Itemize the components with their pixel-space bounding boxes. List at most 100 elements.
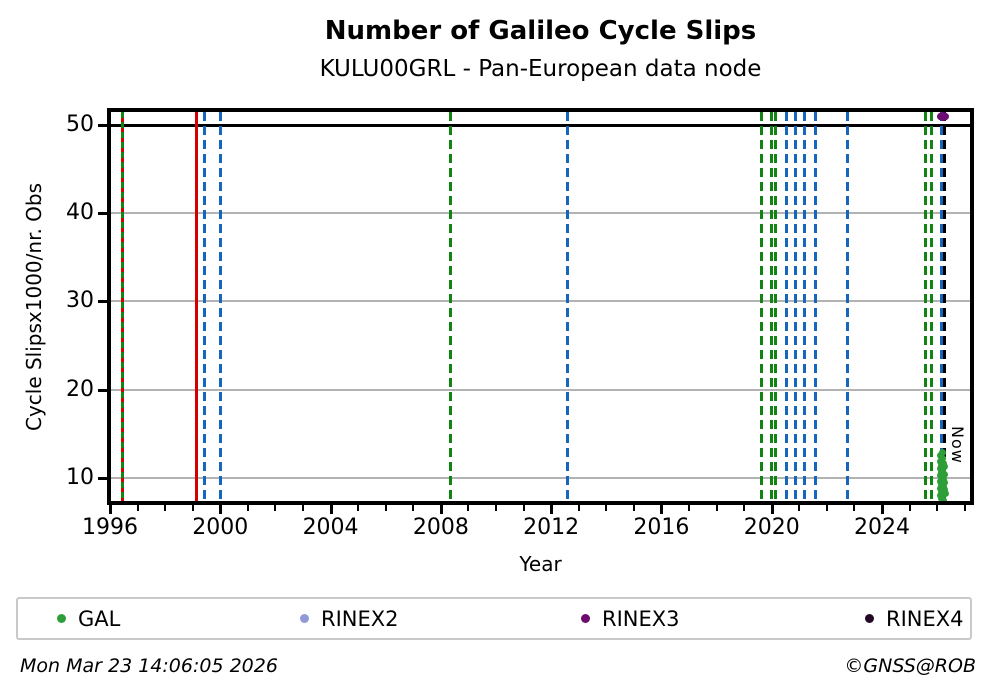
- event-line-blue-9: [785, 112, 789, 501]
- x-minor-tick-2003: [301, 505, 304, 511]
- y-tick-20: [98, 388, 107, 392]
- x-tick-1996: [109, 505, 112, 514]
- y-tick-label-50: 50: [66, 111, 94, 137]
- rinex3-legend-dot-icon: [581, 614, 590, 623]
- legend-label-rinex4: RINEX4: [886, 606, 964, 631]
- now-label: Now: [948, 426, 968, 464]
- gal-point: [939, 497, 947, 504]
- rinex2-legend-dot-icon: [300, 614, 309, 623]
- x-axis-label: Year: [519, 552, 562, 576]
- top-spine: [107, 108, 974, 112]
- y-tick-label-10: 10: [66, 465, 94, 490]
- legend-item-rinex2: RINEX2: [300, 599, 399, 638]
- chart-subtitle: KULU00GRL - Pan-European data node: [319, 56, 762, 82]
- gridline-y10: [111, 477, 970, 479]
- event-line-blue-11: [802, 112, 806, 501]
- x-tick-2024: [880, 505, 884, 514]
- x-minor-tick-2019: [743, 505, 746, 511]
- x-minor-tick-2001: [246, 505, 249, 511]
- event-line-red-1: [195, 112, 199, 501]
- x-tick-2008: [439, 505, 443, 514]
- event-line-blue-12: [813, 112, 817, 501]
- gal-point: [936, 457, 944, 465]
- bottom-spine: [107, 501, 974, 505]
- gridline-y40: [111, 212, 970, 215]
- x-minor-tick-1999: [191, 505, 194, 511]
- rinex4-legend-dot-icon: [865, 614, 874, 623]
- x-minor-tick-2006: [384, 505, 387, 511]
- x-tick-2012: [550, 505, 554, 514]
- x-minor-tick-2014: [605, 505, 608, 511]
- legend-item-rinex3: RINEX3: [581, 599, 680, 638]
- timestamp-text: Mon Mar 23 14:06:05 2026: [20, 655, 278, 677]
- threshold-line-50: [111, 123, 970, 127]
- gal-point: [938, 488, 946, 496]
- y-tick-label-20: 20: [66, 376, 94, 402]
- y-tick-40: [98, 212, 107, 216]
- event-line-blue-3: [219, 112, 223, 501]
- gal-point: [936, 484, 944, 492]
- x-tick-label-2012: 2012: [523, 515, 580, 540]
- x-minor-tick-2021: [798, 505, 801, 511]
- x-minor-tick-2023: [853, 505, 856, 511]
- event-line-green_red_overlap-0: [121, 112, 125, 501]
- x-tick-label-2020: 2020: [743, 515, 800, 540]
- x-tick-label-2000: 2000: [192, 515, 249, 540]
- x-minor-tick-2015: [632, 505, 635, 511]
- event-line-blue-5: [566, 112, 570, 501]
- rinex3-point: [936, 112, 949, 122]
- event-line-green-6: [759, 112, 763, 501]
- legend-label-rinex2: RINEX2: [321, 606, 399, 631]
- event-line-green-8: [774, 112, 777, 501]
- x-minor-tick-2011: [522, 505, 525, 511]
- gal-legend-dot-icon: [57, 614, 66, 623]
- x-minor-tick-1998: [164, 505, 167, 511]
- x-minor-tick-2013: [577, 505, 580, 511]
- y-tick-10: [98, 477, 107, 480]
- gal-point: [938, 448, 946, 456]
- event-line-black-17: [943, 112, 947, 501]
- event-line-blue-2: [203, 112, 207, 501]
- x-tick-label-2016: 2016: [633, 515, 690, 540]
- x-tick-label-2004: 2004: [302, 515, 359, 540]
- copyright-text: ©GNSS@ROB: [844, 655, 976, 677]
- x-tick-2020: [770, 505, 774, 514]
- x-tick-2016: [660, 505, 664, 514]
- gal-point: [941, 489, 949, 497]
- x-minor-tick-2002: [274, 505, 277, 511]
- x-minor-tick-2005: [357, 505, 360, 511]
- event-line-green-4: [448, 112, 452, 501]
- x-minor-tick-2010: [494, 505, 497, 511]
- x-minor-tick-2018: [715, 505, 718, 511]
- x-tick-label-2008: 2008: [412, 515, 469, 540]
- event-line-blue-13: [845, 112, 849, 501]
- x-minor-tick-2009: [467, 505, 470, 511]
- event-line-blue-10: [793, 112, 797, 501]
- x-minor-tick-2025: [908, 505, 911, 511]
- x-minor-tick-2026: [936, 505, 939, 511]
- y-tick-label-40: 40: [66, 200, 94, 226]
- gridline-y20: [111, 388, 970, 391]
- legend-label-rinex3: RINEX3: [602, 606, 680, 631]
- x-minor-tick-2027: [963, 505, 966, 511]
- x-minor-tick-1997: [136, 505, 139, 511]
- y-tick-label-30: 30: [66, 288, 94, 314]
- chart-title: Number of Galileo Cycle Slips: [324, 16, 757, 46]
- x-tick-2004: [329, 505, 333, 514]
- event-line-blue-16: [940, 112, 944, 501]
- x-tick-label-2024: 2024: [853, 515, 910, 540]
- x-tick-label-1996: 1996: [82, 515, 138, 540]
- x-minor-tick-2017: [687, 505, 690, 511]
- gal-point: [940, 470, 948, 478]
- x-minor-tick-2007: [412, 505, 415, 511]
- gridline-y30: [111, 300, 970, 303]
- x-tick-2000: [219, 505, 223, 514]
- y-tick-30: [98, 300, 107, 304]
- gal-point: [937, 477, 945, 485]
- event-line-green-15: [930, 112, 934, 501]
- legend-item-rinex4: RINEX4: [865, 599, 964, 638]
- legend-label-gal: GAL: [78, 606, 121, 631]
- x-minor-tick-2022: [825, 505, 828, 511]
- left-spine: [107, 108, 111, 505]
